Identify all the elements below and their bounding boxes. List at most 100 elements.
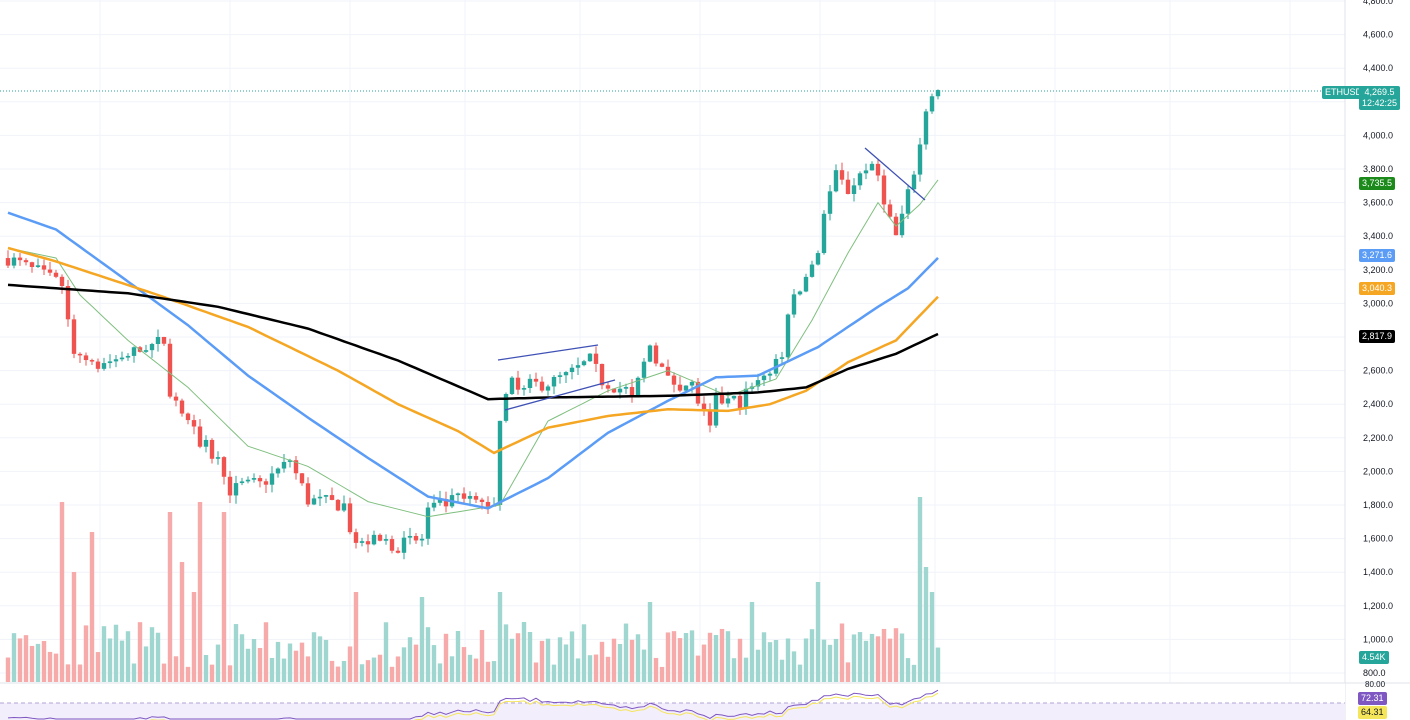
volume-bar — [659, 666, 665, 682]
candle-body — [305, 483, 311, 505]
candle-body — [413, 535, 419, 541]
volume-bar — [653, 657, 659, 682]
volume-bar — [737, 638, 743, 682]
volume-bar — [359, 664, 365, 682]
candle-body — [401, 537, 407, 553]
trend-line — [497, 344, 599, 361]
candle-body — [287, 460, 293, 462]
volume-bar — [383, 622, 389, 682]
volume-bar — [323, 639, 329, 682]
candle-body — [509, 377, 515, 394]
price-axis-tick: 4,600.0 — [1363, 30, 1393, 40]
volume-bar — [923, 567, 929, 682]
volume-bar — [503, 624, 509, 682]
volume-bar — [839, 623, 845, 682]
volume-bar — [335, 666, 341, 682]
candle-body — [641, 361, 647, 378]
candle-body — [185, 413, 191, 421]
volume-bar — [347, 646, 353, 682]
candle-body — [353, 532, 359, 543]
ma-200-tag: 2,817.9 — [1359, 330, 1396, 343]
candle-body — [203, 439, 209, 447]
candle-body — [899, 213, 905, 236]
volume-bar — [395, 656, 401, 682]
candle-body — [527, 378, 533, 388]
candle-body — [731, 395, 737, 399]
volume-bar — [773, 639, 779, 682]
candle-body — [881, 175, 887, 205]
candle-body — [719, 393, 725, 404]
price-axis-tick: 1,400.0 — [1363, 567, 1393, 577]
candle-body — [653, 345, 659, 364]
candle-body — [443, 499, 449, 507]
volume-bar — [59, 502, 65, 682]
moving-average-line — [7, 179, 939, 518]
volume-bar — [893, 628, 899, 682]
volume-bar — [437, 663, 443, 682]
volume-bar — [701, 644, 707, 682]
volume-bar — [791, 651, 797, 682]
candle-body — [395, 550, 401, 553]
volume-tag: 4.54K — [1359, 651, 1389, 664]
candle-body — [755, 380, 761, 387]
trend-line — [864, 147, 926, 201]
candle-body — [605, 385, 611, 389]
volume-bar — [587, 655, 593, 682]
volume-bar — [467, 654, 473, 682]
volume-bar — [263, 622, 269, 682]
volume-bar — [485, 661, 491, 682]
volume-bar — [149, 627, 155, 682]
candle-body — [575, 365, 581, 368]
volume-bar — [815, 582, 821, 682]
candle-body — [251, 478, 257, 480]
candle-body — [587, 353, 593, 362]
candle-body — [581, 361, 587, 366]
price-axis-tick: 3,000.0 — [1363, 298, 1393, 308]
volume-bar — [683, 633, 689, 682]
rsi-band — [0, 703, 1345, 720]
candle-body — [461, 493, 467, 499]
volume-bar — [533, 662, 539, 682]
candle-body — [263, 481, 269, 485]
candle-body — [347, 503, 353, 533]
volume-bar — [551, 664, 557, 682]
candle-body — [677, 384, 683, 391]
candle-body — [503, 393, 509, 421]
candle-body — [743, 388, 749, 409]
volume-bar — [455, 630, 461, 682]
volume-bar — [827, 644, 833, 682]
candle-body — [833, 170, 839, 192]
candle-body — [923, 111, 929, 145]
candle-body — [299, 473, 305, 484]
candle-body — [917, 144, 923, 175]
price-axis-tick: 1,600.0 — [1363, 534, 1393, 544]
volume-bar — [113, 624, 119, 682]
volume-bar — [227, 665, 233, 682]
volume-bar — [563, 644, 569, 682]
candle-body — [113, 359, 119, 362]
volume-bar — [47, 651, 53, 682]
volume-bar — [689, 630, 695, 682]
candle-body — [221, 457, 227, 477]
trend-line — [504, 379, 616, 411]
candle-body — [95, 361, 101, 369]
volume-bar — [611, 638, 617, 682]
volume-bar — [605, 656, 611, 682]
volume-bar — [647, 602, 653, 682]
volume-bar — [311, 632, 317, 682]
moving-average-line — [7, 283, 939, 401]
volume-bar — [41, 641, 47, 682]
volume-bar — [521, 622, 527, 682]
volume-bar — [479, 630, 485, 682]
candle-body — [245, 479, 251, 482]
candle-body — [929, 96, 935, 112]
volume-bar — [209, 664, 215, 682]
candle-body — [365, 541, 371, 545]
candle-body — [437, 499, 443, 503]
price-axis-tick: 4,800.0 — [1363, 0, 1393, 6]
volume-bar — [833, 638, 839, 682]
price-axis-tick: 1,200.0 — [1363, 601, 1393, 611]
candle-body — [143, 350, 149, 352]
